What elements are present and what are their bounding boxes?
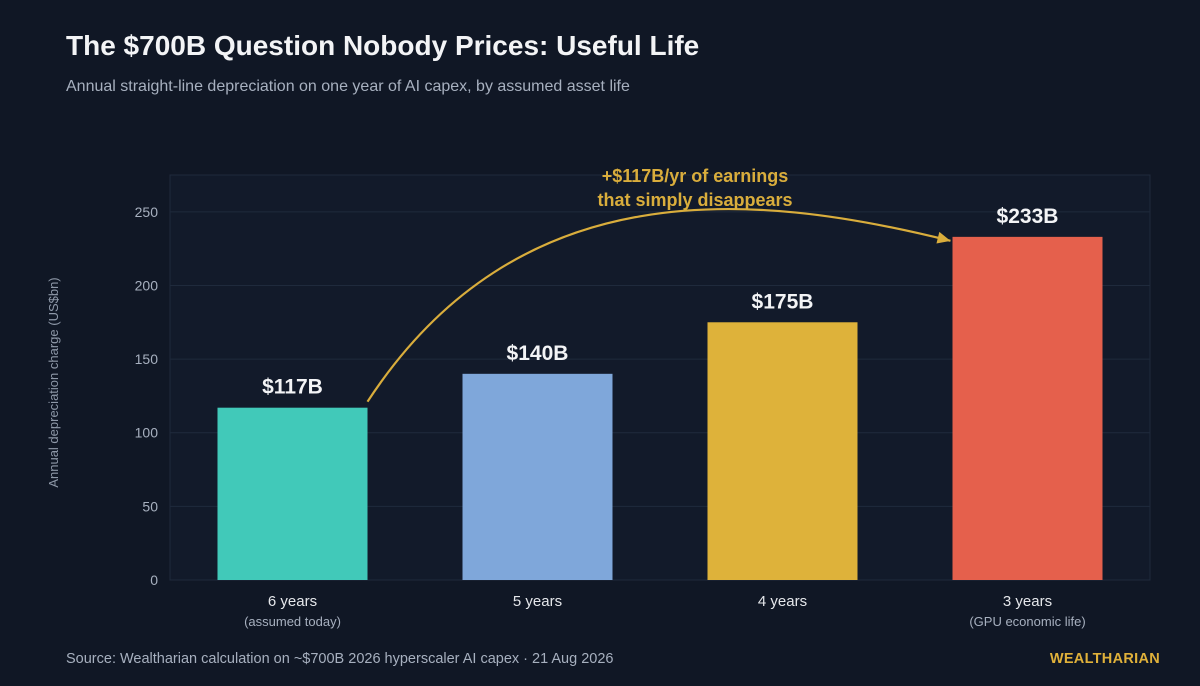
bar-value-label: $140B xyxy=(507,342,569,365)
bar xyxy=(707,322,858,580)
annotation-arrowhead xyxy=(936,231,951,244)
bar xyxy=(217,407,368,580)
x-tick-label: 4 years xyxy=(758,593,807,610)
y-tick-label: 100 xyxy=(135,425,159,441)
bar-value-label: $233B xyxy=(997,205,1059,228)
y-tick-label: 250 xyxy=(135,204,159,220)
brand-logo: WEALTHARIAN xyxy=(1049,651,1160,667)
annotation-arrow xyxy=(366,207,951,403)
bar xyxy=(952,236,1103,580)
annotation-text: +$117B/yr of earnings xyxy=(602,166,789,186)
y-axis-label: Annual depreciation charge (US$bn) xyxy=(46,277,61,487)
y-tick-label: 50 xyxy=(142,498,158,514)
y-tick-label: 200 xyxy=(135,277,159,293)
x-tick-label: 6 years xyxy=(268,593,317,610)
x-tick-label: 3 years xyxy=(1003,593,1052,610)
y-tick-label: 150 xyxy=(135,351,159,367)
chart-title: The $700B Question Nobody Prices: Useful… xyxy=(66,30,700,61)
x-tick-note: (assumed today) xyxy=(244,614,341,629)
bar-value-label: $117B xyxy=(262,376,323,399)
bar xyxy=(462,373,613,580)
annotation-text: that simply disappears xyxy=(597,190,792,210)
source-note: Source: Wealtharian calculation on ~$700… xyxy=(66,651,614,667)
x-tick-note: (GPU economic life) xyxy=(969,614,1085,629)
bar-value-label: $175B xyxy=(752,290,814,313)
y-tick-label: 0 xyxy=(150,572,158,588)
x-tick-label: 5 years xyxy=(513,593,562,610)
chart-subtitle: Annual straight-line depreciation on one… xyxy=(66,78,630,95)
